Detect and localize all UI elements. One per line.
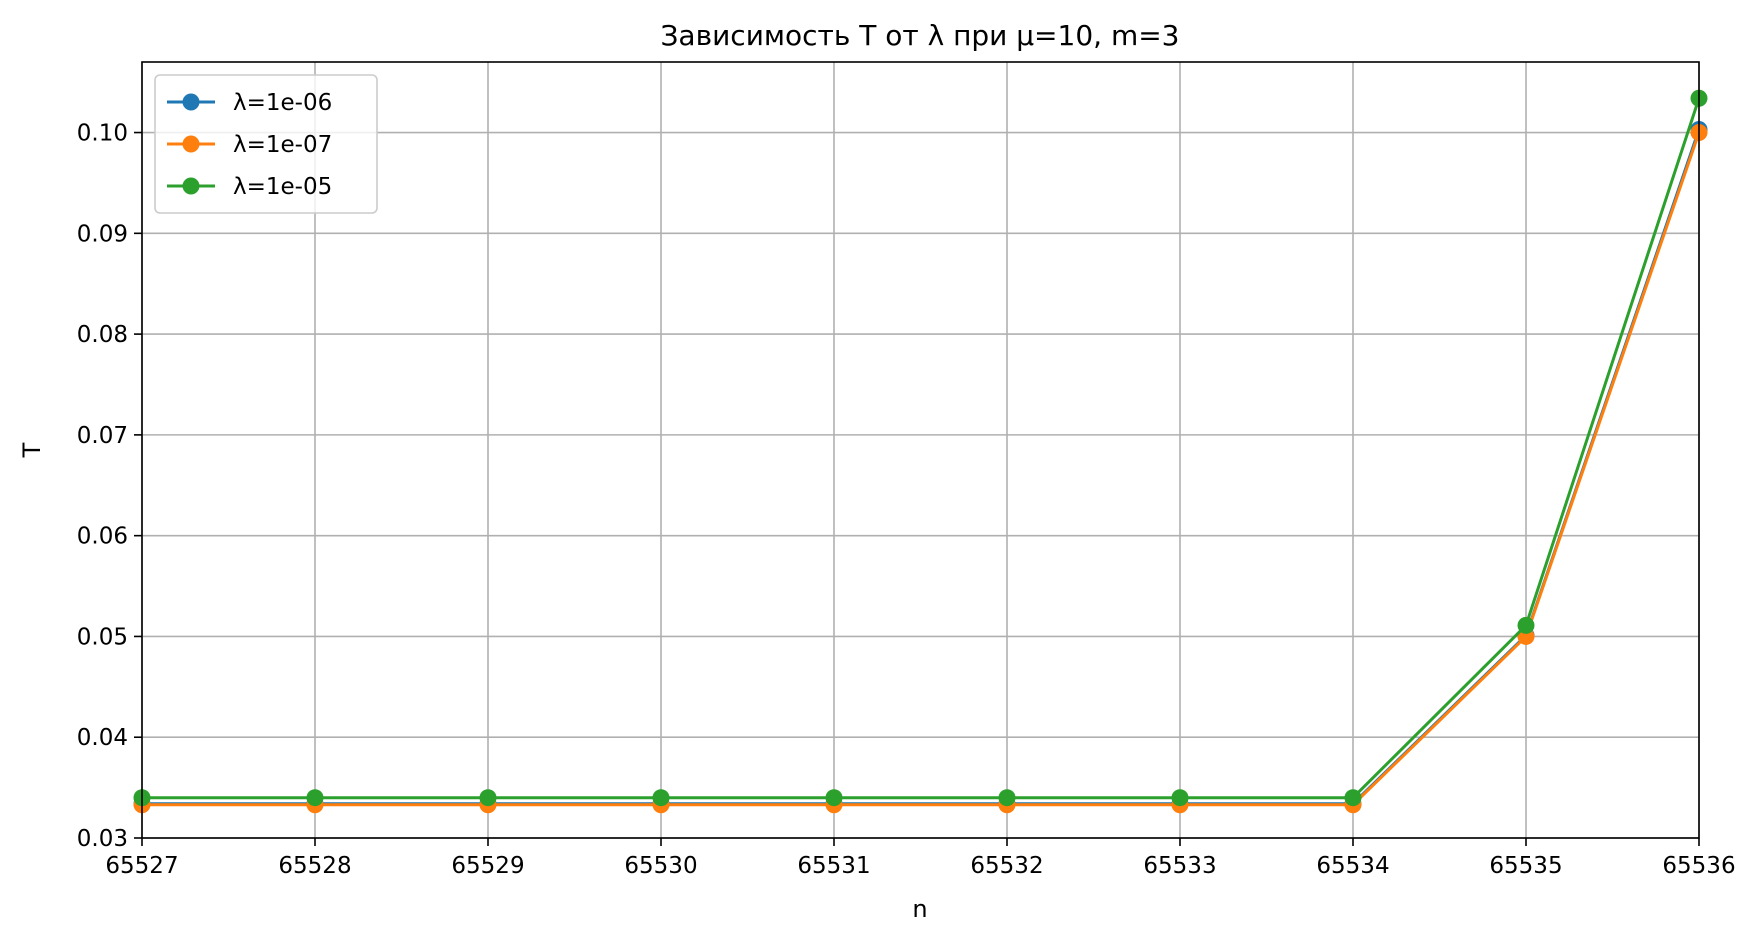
y-tick-label: 0.08 xyxy=(77,322,128,348)
y-tick-label: 0.04 xyxy=(77,725,128,751)
series-line xyxy=(142,129,1701,806)
x-tick-label: 65529 xyxy=(451,853,524,879)
legend-item: λ=1e-07 xyxy=(167,132,332,158)
y-tick-label: 0.07 xyxy=(77,423,128,449)
x-axis: 65527 65528 65529 65530 65531 65532 65533 65534… xyxy=(105,838,1736,879)
y-axis: 0.03 0.04 0.05 0.06 0.07 0.08 0.09 0.10 xyxy=(77,121,142,852)
x-tick-label: 65533 xyxy=(1143,853,1216,879)
legend-item: λ=1e-06 xyxy=(167,90,332,116)
legend-item: λ=1e-05 xyxy=(167,174,332,200)
data-point xyxy=(825,789,843,807)
x-tick-label: 65530 xyxy=(624,853,697,879)
legend-label: λ=1e-07 xyxy=(233,132,332,158)
data-point xyxy=(1344,789,1362,807)
x-tick-label: 65527 xyxy=(105,853,178,879)
legend-marker xyxy=(182,93,200,111)
legend-marker xyxy=(182,177,200,195)
y-axis-label: T xyxy=(18,442,46,458)
legend-label: λ=1e-05 xyxy=(233,174,332,200)
x-axis-label: n xyxy=(912,895,927,923)
data-point xyxy=(652,789,670,807)
series-2 xyxy=(133,124,1708,814)
y-tick-label: 0.10 xyxy=(77,121,128,147)
chart-title: Зависимость T от λ при μ=10, m=3 xyxy=(660,19,1179,52)
data-point xyxy=(306,789,324,807)
legend-label: λ=1e-06 xyxy=(233,90,332,116)
axes-frame xyxy=(141,61,1700,839)
x-tick-label: 65531 xyxy=(797,853,870,879)
x-tick-label: 65532 xyxy=(970,853,1043,879)
legend: λ=1e-06 λ=1e-07 λ=1e-05 xyxy=(154,74,378,214)
plot-area xyxy=(133,89,1708,814)
series-3 xyxy=(133,89,1708,807)
x-tick-label: 65535 xyxy=(1489,853,1562,879)
legend-box xyxy=(154,74,378,214)
x-tick-label: 65534 xyxy=(1316,853,1389,879)
data-point xyxy=(1171,789,1189,807)
y-tick-label: 0.09 xyxy=(77,221,128,247)
series-line xyxy=(142,97,1701,800)
x-tick-label: 65536 xyxy=(1662,853,1735,879)
data-point xyxy=(479,789,497,807)
y-tick-label: 0.03 xyxy=(77,826,128,852)
series-1 xyxy=(133,121,1708,813)
data-point xyxy=(998,789,1016,807)
series-line xyxy=(142,132,1701,807)
x-tick-label: 65528 xyxy=(278,853,351,879)
legend-marker xyxy=(182,135,200,153)
data-point xyxy=(1517,616,1535,634)
y-tick-label: 0.06 xyxy=(77,524,128,550)
y-tick-label: 0.05 xyxy=(77,624,128,650)
